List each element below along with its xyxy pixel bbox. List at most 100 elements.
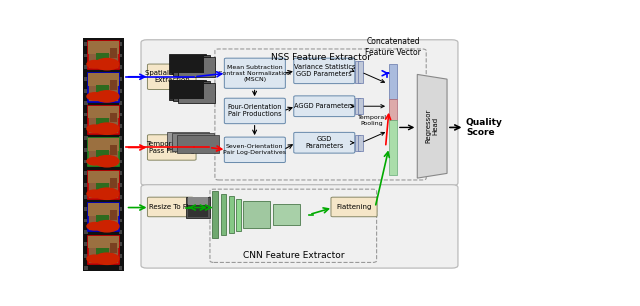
FancyBboxPatch shape: [147, 197, 193, 217]
Bar: [95, 118, 109, 127]
Bar: [168, 54, 205, 74]
Bar: [170, 80, 204, 99]
FancyBboxPatch shape: [141, 40, 458, 186]
Bar: [84, 242, 88, 246]
Bar: [212, 191, 218, 238]
Bar: [84, 160, 88, 163]
Bar: [88, 73, 118, 102]
Bar: [188, 198, 208, 217]
Bar: [84, 230, 88, 234]
FancyBboxPatch shape: [147, 64, 196, 89]
FancyBboxPatch shape: [294, 132, 355, 153]
Circle shape: [87, 190, 102, 197]
Bar: [110, 210, 117, 220]
Bar: [84, 54, 88, 58]
Bar: [186, 197, 210, 218]
Bar: [118, 54, 122, 58]
Bar: [173, 81, 211, 102]
Bar: [358, 98, 363, 114]
Text: NSS Feature Extractor: NSS Feature Extractor: [271, 53, 371, 62]
Text: Variance Statistics
GGD Parameters: Variance Statistics GGD Parameters: [294, 64, 355, 77]
Circle shape: [95, 188, 119, 200]
Circle shape: [95, 221, 119, 232]
Bar: [118, 77, 122, 81]
Circle shape: [87, 255, 102, 263]
Bar: [358, 135, 363, 151]
Bar: [95, 53, 109, 62]
Bar: [95, 85, 109, 95]
Bar: [355, 62, 360, 83]
Bar: [118, 195, 122, 199]
Bar: [118, 42, 122, 46]
Bar: [88, 170, 118, 183]
Bar: [84, 113, 88, 116]
Bar: [84, 42, 88, 46]
Bar: [118, 136, 122, 140]
Bar: [118, 160, 122, 163]
FancyBboxPatch shape: [147, 135, 196, 160]
Bar: [88, 138, 118, 166]
Circle shape: [95, 58, 119, 70]
Polygon shape: [417, 74, 447, 178]
Bar: [95, 248, 109, 257]
Bar: [168, 80, 205, 100]
Bar: [88, 41, 118, 69]
Bar: [178, 57, 215, 77]
Circle shape: [87, 125, 102, 132]
Bar: [177, 135, 219, 153]
Bar: [84, 266, 88, 270]
Bar: [84, 101, 88, 105]
Bar: [118, 242, 122, 246]
Text: Spatial Feature
Extraction: Spatial Feature Extraction: [145, 70, 198, 83]
Bar: [88, 41, 118, 54]
Text: AGGD Parameters: AGGD Parameters: [294, 103, 355, 109]
Text: Resize To Fit: Resize To Fit: [150, 204, 191, 210]
Bar: [84, 77, 88, 81]
Bar: [84, 207, 88, 211]
Bar: [170, 54, 204, 73]
Circle shape: [87, 93, 102, 100]
Text: Four-Orientation
Pair Productions: Four-Orientation Pair Productions: [228, 104, 282, 118]
Bar: [118, 171, 122, 175]
Text: GGD
Parameters: GGD Parameters: [305, 136, 344, 149]
Bar: [118, 65, 122, 69]
FancyBboxPatch shape: [294, 58, 355, 84]
Circle shape: [95, 155, 119, 167]
Text: Mean Subtraction
Contrast Normalization
(MSCN): Mean Subtraction Contrast Normalization …: [218, 65, 291, 81]
Bar: [229, 196, 234, 233]
Bar: [84, 195, 88, 199]
Bar: [95, 215, 109, 224]
Bar: [95, 183, 109, 192]
Bar: [84, 171, 88, 175]
FancyBboxPatch shape: [141, 185, 458, 268]
Bar: [88, 73, 118, 86]
FancyBboxPatch shape: [294, 96, 355, 117]
Bar: [173, 55, 211, 76]
Bar: [355, 98, 360, 114]
Text: CNN Feature Extractor: CNN Feature Extractor: [243, 251, 344, 260]
Bar: [110, 243, 117, 252]
Bar: [84, 218, 88, 222]
Bar: [88, 106, 118, 118]
Circle shape: [95, 123, 119, 134]
Bar: [88, 170, 118, 199]
Bar: [118, 254, 122, 258]
Bar: [172, 133, 214, 151]
Bar: [389, 120, 397, 174]
Bar: [236, 199, 241, 230]
Bar: [84, 136, 88, 140]
Bar: [84, 124, 88, 128]
Bar: [358, 62, 363, 83]
Text: Seven-Orientation
Pair Log-Derivatives: Seven-Orientation Pair Log-Derivatives: [223, 144, 286, 155]
Bar: [389, 64, 397, 99]
Bar: [118, 218, 122, 222]
Bar: [95, 150, 109, 159]
Text: Regressor
Head: Regressor Head: [426, 109, 438, 144]
Bar: [110, 177, 117, 188]
Bar: [84, 89, 88, 93]
Text: Temporal Band
Pass Filtering: Temporal Band Pass Filtering: [146, 141, 198, 154]
Bar: [355, 135, 360, 151]
Bar: [88, 203, 118, 231]
Bar: [118, 148, 122, 152]
Bar: [88, 236, 118, 248]
